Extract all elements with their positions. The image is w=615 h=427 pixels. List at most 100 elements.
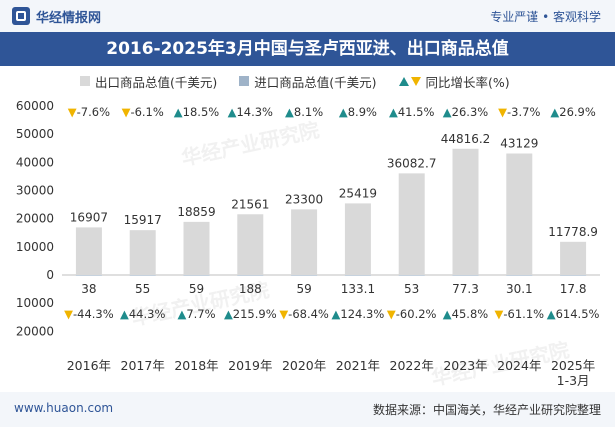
x-category-label: 2024年 [497,358,541,373]
export-swatch-icon [80,76,90,86]
import-value-label: 59 [189,282,204,296]
legend-export-label: 出口商品总值(千美元) [95,74,218,90]
triangle-up-icon: ▲ [389,105,398,119]
legend-import-label: 进口商品总值(千美元) [254,74,377,90]
x-category-label: 2020年 [282,358,326,373]
import-value-label: 55 [135,282,150,296]
import-yoy-label: ▼-60.2% [387,307,437,321]
export-yoy-label: ▲26.3% [443,105,488,119]
import-yoy-label: ▲215.9% [224,307,277,321]
import-yoy-label: ▲7.7% [177,307,215,321]
export-bar [129,230,156,275]
legend-item-yoy: 同比增长率(%) [398,72,510,91]
triangle-up-icon: ▲ [443,307,452,321]
triangle-down-icon: ▼ [498,105,507,119]
import-swatch-icon [239,76,250,86]
import-bar [506,275,533,276]
import-value-label: 188 [239,282,262,296]
export-value-label: 15917 [124,213,162,227]
export-yoy-label: ▼-7.6% [68,105,110,119]
import-bar [291,275,318,276]
x-category-label: 2022年 [390,358,434,373]
footer: www.huaon.com 数据来源：中国海关，华经产业研究院整理 [0,392,615,427]
export-yoy-label: ▼-6.1% [122,105,164,119]
import-yoy-label: ▲614.5% [547,307,600,321]
import-value-label: 77.3 [452,282,479,296]
export-bar [398,173,425,275]
x-category-label: 2016年 [67,358,111,373]
export-bar [506,153,533,275]
import-bar [452,275,479,276]
import-value-label: 30.1 [506,282,533,296]
triangle-down-icon: ▼ [122,105,131,119]
import-value-label: 17.8 [560,282,587,296]
export-value-label: 18859 [177,205,215,219]
x-category-label: 2021年 [336,358,380,373]
brand-logo-icon [12,7,30,25]
y-tick-label: 40000 [16,155,54,169]
triangle-down-icon: ▼ [64,307,73,321]
website-link[interactable]: www.huaon.com [14,401,114,415]
import-bar [183,275,210,276]
title-bar: 2016-2025年3月中国与圣卢西亚进、出口商品总值 [0,32,615,66]
import-bar [398,275,425,276]
export-bar [452,148,479,275]
import-bar [560,275,587,276]
y-tick-label: 30000 [16,184,54,198]
import-bar [237,275,264,276]
import-value-label: 38 [81,282,96,296]
x-category-label: 2019年 [228,358,272,373]
export-value-label: 43129 [500,137,538,151]
brand[interactable]: 华经情报网 [12,6,101,26]
triangle-down-icon: ▼ [68,105,77,119]
x-category-label: 2018年 [174,358,218,373]
tagline: 专业严谨 • 客观科学 [490,10,601,24]
export-bar [75,227,102,275]
export-bar [237,214,264,275]
export-value-label: 16907 [70,210,108,224]
triangle-up-icon: ▲ [228,105,237,119]
triangle-up-icon: ▲ [332,307,341,321]
import-yoy-label: ▼-44.3% [64,307,114,321]
y-tick-label: 50000 [16,127,54,141]
y-tick-label: 10000 [16,296,54,310]
y-tick-label: 60000 [16,99,54,113]
export-bar [344,203,371,275]
chart-plot: 60000 50000 40000 30000 20000 10000 0 10000 2000… [16,99,600,388]
triangle-up-icon: ▲ [224,307,233,321]
top-bar: 华经情报网 专业严谨 • 客观科学 [0,0,615,32]
import-value-label: 53 [404,282,419,296]
import-bar [75,275,102,276]
export-value-label: 23300 [285,192,323,206]
import-yoy-label: ▲45.8% [443,307,488,321]
y-tick-label: 0 [46,268,54,282]
export-yoy-label: ▲8.1% [285,105,323,119]
export-bar [291,209,318,275]
triangle-up-icon: ▲ [443,105,452,119]
brand-name: 华经情报网 [36,10,102,26]
triangle-down-icon [410,76,421,86]
legend-item-export: 出口商品总值(千美元) [80,72,217,91]
import-yoy-label: ▲44.3% [120,307,165,321]
triangle-up-icon: ▲ [120,307,129,321]
export-bar [183,221,210,275]
triangle-down-icon: ▼ [279,307,288,321]
x-category-label: 2025年 1-3月 [551,358,595,388]
import-yoy-label: ▲124.3% [332,307,385,321]
export-value-label: 11778.9 [548,225,598,239]
triangle-up-icon: ▲ [285,105,294,119]
triangle-up-icon [398,76,409,86]
data-source: 数据来源：中国海关，华经产业研究院整理 [372,403,601,417]
triangle-up-icon: ▲ [177,307,186,321]
import-value-label: 133.1 [341,282,375,296]
y-tick-label: 20000 [16,324,54,338]
triangle-up-icon: ▲ [174,105,183,119]
import-value-label: 59 [296,282,311,296]
import-bar [129,275,156,276]
chart-title: 2016-2025年3月中国与圣卢西亚进、出口商品总值 [106,39,509,59]
triangle-up-icon: ▲ [339,105,348,119]
export-bar [560,241,587,275]
x-category-label: 2017年 [121,358,165,373]
export-yoy-label: ▲8.9% [339,105,377,119]
import-yoy-label: ▼-61.1% [495,307,545,321]
